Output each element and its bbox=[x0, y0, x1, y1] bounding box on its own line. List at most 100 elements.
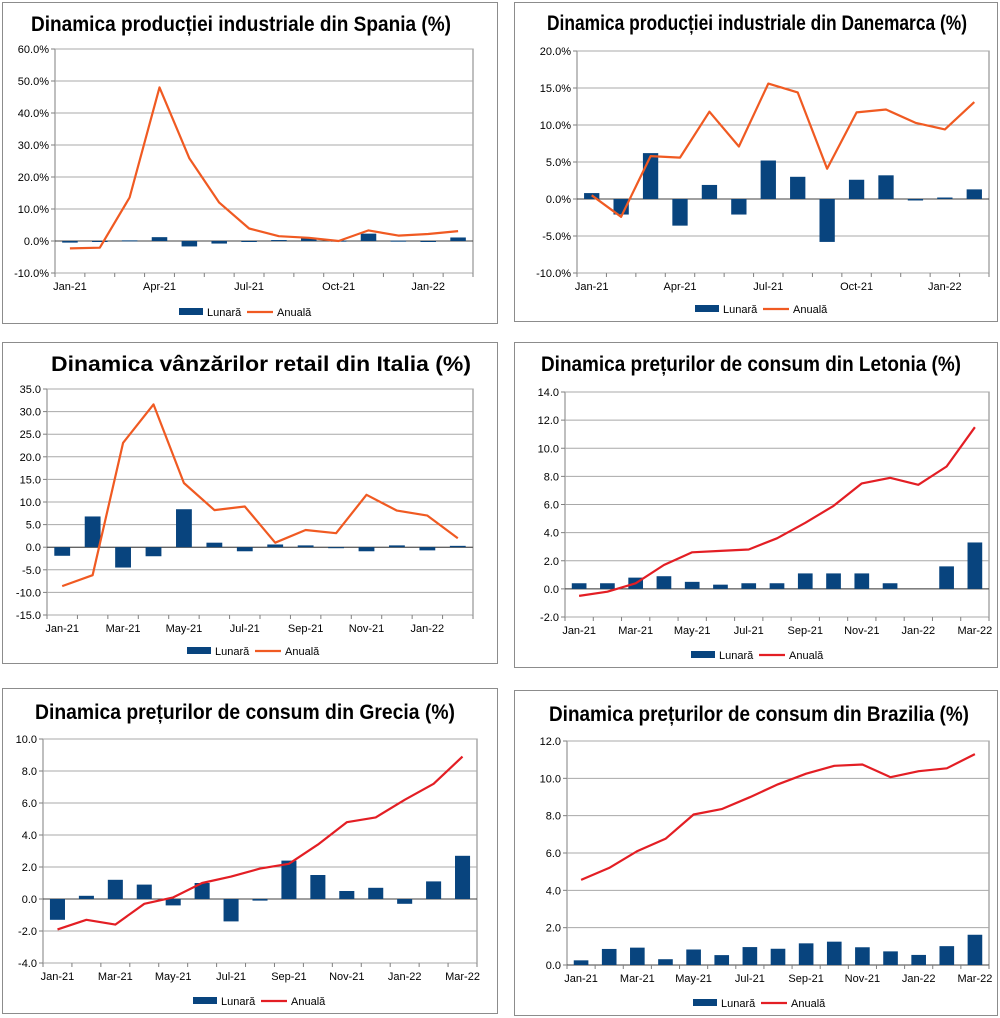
y-tick-label: 25.0 bbox=[20, 429, 41, 441]
x-tick-label: Nov-21 bbox=[844, 625, 879, 637]
bar-lunara bbox=[328, 547, 344, 549]
y-tick-label: 5.0 bbox=[26, 520, 41, 532]
x-tick-label: Jan-22 bbox=[928, 281, 962, 293]
legend: Lunară Anuală bbox=[179, 307, 312, 319]
x-tick-label: Nov-21 bbox=[329, 971, 364, 983]
x-tick-label: Jan-21 bbox=[575, 281, 609, 293]
y-tick-label: 0.0% bbox=[546, 194, 571, 206]
bar-lunara bbox=[937, 197, 953, 199]
y-tick-label: 40.0% bbox=[18, 108, 49, 120]
bar-lunara bbox=[78, 895, 94, 899]
x-tick-label: May-21 bbox=[155, 971, 192, 983]
bar-lunara bbox=[911, 954, 926, 965]
chart-title: Dinamica prețurilor de consum din Letoni… bbox=[541, 353, 961, 376]
chart-title: Dinamica vânzărilor retail din Italia (%… bbox=[51, 353, 471, 376]
x-tick-label: Jan-22 bbox=[411, 281, 445, 293]
y-tick-label: 15.0% bbox=[540, 83, 571, 95]
y-tick-label: 0.0 bbox=[544, 584, 559, 596]
x-tick-label: Apr-21 bbox=[143, 281, 176, 293]
bar-lunara bbox=[107, 879, 123, 899]
y-tick-label: 2.0 bbox=[544, 556, 559, 568]
legend-swatch-lunara bbox=[179, 308, 203, 315]
x-tick-label: Jan-21 bbox=[53, 281, 87, 293]
legend-label-anuala: Anuală bbox=[285, 646, 320, 658]
bar-lunara bbox=[882, 583, 898, 589]
legend-label-anuala: Anuală bbox=[291, 996, 326, 1008]
chart-title: Dinamica prețurilor de consum din Brazil… bbox=[549, 703, 969, 726]
bar-lunara bbox=[907, 199, 924, 201]
legend-swatch-lunara bbox=[695, 305, 719, 312]
x-tick-label: Jan-21 bbox=[562, 625, 596, 637]
bar-lunara bbox=[420, 241, 436, 242]
y-tick-label: 8.0 bbox=[544, 471, 559, 483]
x-tick-label: Jul-21 bbox=[735, 973, 765, 985]
y-tick-label: 4.0 bbox=[546, 885, 561, 897]
y-tick-label: -2.0 bbox=[18, 926, 37, 938]
x-tick-label: Mar-22 bbox=[957, 625, 992, 637]
y-tick-label: 6.0 bbox=[544, 500, 559, 512]
y-tick-label: 0.0 bbox=[26, 542, 41, 554]
bar-lunara bbox=[798, 943, 814, 965]
x-tick-label: Jan-22 bbox=[902, 625, 936, 637]
bar-lunara bbox=[419, 547, 436, 551]
x-tick-label: Mar-22 bbox=[445, 971, 480, 983]
bar-lunara bbox=[684, 581, 700, 589]
x-tick-label: Jan-22 bbox=[388, 971, 422, 983]
bar-lunara bbox=[701, 184, 718, 199]
bar-lunara bbox=[642, 153, 659, 199]
y-tick-label: 12.0 bbox=[540, 736, 561, 748]
plot-area-frame bbox=[54, 48, 474, 274]
x-tick-label: Nov-21 bbox=[349, 623, 384, 635]
x-tick-label: May-21 bbox=[674, 625, 711, 637]
bar-lunara bbox=[252, 899, 268, 901]
x-tick-label: Mar-21 bbox=[106, 623, 141, 635]
y-tick-label: 4.0 bbox=[22, 830, 37, 842]
legend-swatch-lunara bbox=[691, 651, 715, 658]
y-tick-label: 8.0 bbox=[22, 766, 37, 778]
bar-lunara bbox=[121, 240, 138, 242]
x-tick-label: Jan-21 bbox=[41, 971, 75, 983]
y-tick-label: -2.0 bbox=[540, 612, 559, 624]
x-tick-label: Jan-22 bbox=[902, 973, 936, 985]
line-anuala bbox=[578, 426, 976, 597]
y-tick-label: 2.0 bbox=[22, 862, 37, 874]
x-tick-label: May-21 bbox=[166, 623, 203, 635]
line-anuala bbox=[57, 755, 464, 931]
chart-panel-greece: Dinamica prețurilor de consum din Grecia… bbox=[2, 688, 498, 1014]
x-tick-label: Jul-21 bbox=[216, 971, 246, 983]
bar-lunara bbox=[450, 237, 466, 241]
bar-lunara bbox=[731, 199, 747, 215]
legend-label-anuala: Anuală bbox=[791, 998, 826, 1010]
x-tick-label: Oct-21 bbox=[322, 281, 355, 293]
y-tick-label: -15.0 bbox=[16, 610, 41, 622]
bar-lunara bbox=[397, 899, 413, 904]
y-tick-label: 0.0 bbox=[22, 894, 37, 906]
x-tick-label: Jul-21 bbox=[753, 281, 783, 293]
bar-lunara bbox=[741, 583, 757, 589]
legend-label-anuala: Anuală bbox=[793, 304, 828, 316]
plot-area-frame bbox=[42, 738, 478, 964]
legend-label-anuala: Anuală bbox=[789, 650, 824, 662]
bar-lunara bbox=[826, 573, 841, 589]
bar-lunara bbox=[573, 960, 589, 965]
y-tick-label: -5.0 bbox=[22, 565, 41, 577]
bar-lunara bbox=[600, 583, 615, 589]
line-anuala bbox=[69, 86, 459, 250]
y-tick-label: 10.0 bbox=[20, 497, 41, 509]
y-tick-label: 4.0 bbox=[544, 528, 559, 540]
bar-lunara bbox=[883, 951, 898, 965]
bar-lunara bbox=[939, 566, 954, 589]
bar-lunara bbox=[449, 545, 466, 548]
bar-lunara bbox=[672, 199, 688, 226]
legend-label-lunara: Lunară bbox=[221, 996, 256, 1008]
x-tick-label: Jul-21 bbox=[234, 281, 264, 293]
x-tick-label: Sep-21 bbox=[788, 625, 823, 637]
bar-lunara bbox=[939, 946, 955, 965]
chart-title: Dinamica producției industriale din Dane… bbox=[547, 12, 967, 35]
bar-lunara bbox=[151, 237, 168, 241]
bar-lunara bbox=[136, 884, 152, 899]
bar-lunara bbox=[455, 855, 471, 899]
y-tick-label: 20.0 bbox=[20, 452, 41, 464]
legend-swatch-lunara bbox=[693, 999, 717, 1006]
bar-lunara bbox=[358, 547, 375, 552]
